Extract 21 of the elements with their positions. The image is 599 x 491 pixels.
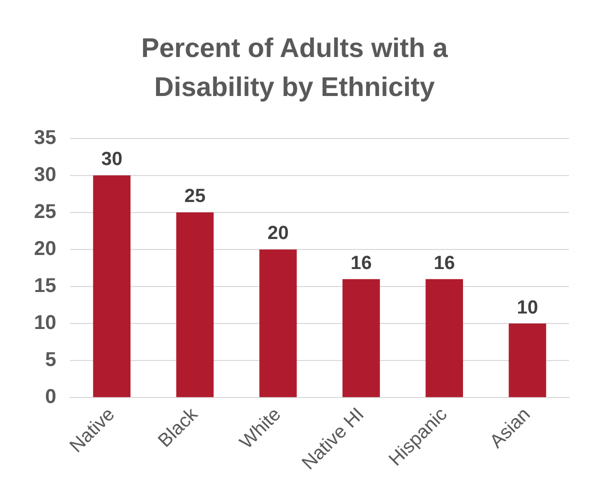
bar: [342, 279, 380, 398]
y-tick-label: 35: [34, 126, 56, 149]
data-label: 10: [516, 297, 538, 318]
bar: [426, 279, 464, 398]
chart-title: Percent of Adults with a Disability by Ethnicity: [141, 33, 449, 102]
y-tick-label: 25: [34, 200, 56, 223]
y-tick-label: 0: [45, 386, 56, 408]
y-tick-label: 15: [34, 275, 56, 298]
bar: [176, 212, 214, 398]
bar: [93, 175, 131, 398]
y-tick-label: 30: [34, 164, 56, 186]
bar: [259, 249, 297, 398]
data-label: 20: [267, 223, 289, 244]
y-tick-label: 10: [34, 312, 56, 334]
y-tick-label: 5: [45, 349, 56, 372]
data-label: 30: [101, 149, 122, 170]
y-tick-label: 20: [34, 238, 56, 260]
bar: [508, 324, 546, 398]
data-label: 16: [434, 252, 455, 274]
data-label: 25: [184, 186, 206, 208]
data-label: 16: [350, 252, 372, 274]
